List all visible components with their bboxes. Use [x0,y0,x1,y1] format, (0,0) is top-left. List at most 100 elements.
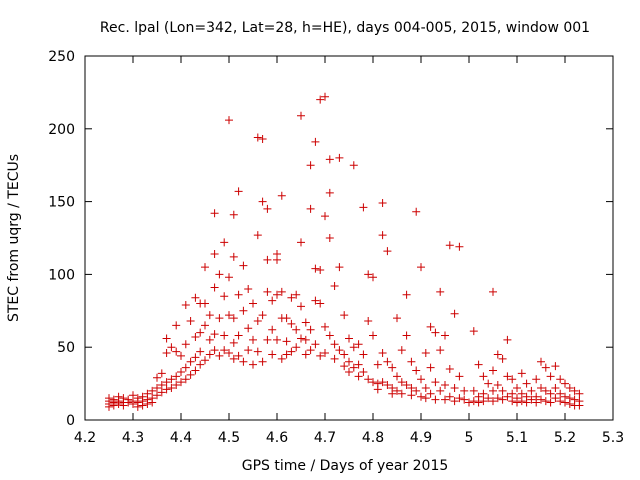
data-point [225,311,233,320]
data-point [129,399,137,408]
data-point [335,346,344,355]
data-point [277,287,286,296]
data-point [124,398,133,407]
data-point [225,273,233,282]
data-point [517,389,526,398]
y-tick-label: 0 [66,413,75,429]
data-point [498,354,507,363]
data-point [493,350,502,359]
data-point [508,375,517,384]
x-tick-label: 4.6 [266,430,288,446]
x-tick-label: 4.3 [122,430,144,446]
data-point [234,351,243,360]
data-point [181,300,190,309]
data-point [565,399,574,408]
data-point [325,234,334,242]
data-point [297,111,305,120]
data-point [234,187,243,196]
data-point [229,252,238,261]
data-point [196,347,205,356]
data-point [153,391,161,400]
data-point [306,161,315,170]
data-point [431,328,440,337]
data-point [282,350,291,359]
data-point [441,381,449,390]
data-point [268,296,277,305]
data-point [484,379,493,388]
data-point [311,296,320,305]
data-point [364,375,373,384]
data-point [119,401,128,410]
y-tick-label: 100 [48,267,75,283]
data-point [210,209,219,218]
data-point [345,334,353,343]
data-point [359,367,368,376]
data-point [340,311,349,320]
data-point [532,398,541,407]
data-point [191,333,200,342]
data-point [321,349,329,358]
data-point [220,331,229,340]
data-point [157,369,166,378]
data-point [191,366,200,375]
data-point [369,331,377,340]
data-point [441,331,449,340]
data-point [412,207,421,216]
data-point [546,398,555,407]
data-point [383,381,392,390]
data-point [148,386,157,395]
y-axis-label: STEC from uqrg / TECUs [6,154,22,322]
data-point [263,255,272,264]
data-point [297,238,305,247]
data-point [186,370,195,379]
data-point [181,375,190,384]
data-point [215,351,224,360]
data-point [383,247,392,256]
data-point [335,153,344,162]
data-point [474,398,483,407]
data-point [273,255,281,264]
data-point [354,360,363,369]
data-point [421,349,430,358]
data-point [210,330,219,339]
data-point [532,375,541,384]
data-point [162,349,171,358]
data-point [431,395,440,404]
data-point [479,372,488,381]
data-point [469,327,478,336]
data-point [311,264,320,273]
data-point [570,386,579,395]
data-point [210,283,219,292]
data-point [138,401,147,410]
data-point [172,372,181,381]
data-point [301,335,310,344]
data-point [575,389,584,398]
data-point [316,266,325,275]
data-point [297,334,305,343]
data-point [493,394,502,403]
data-point [460,395,469,404]
data-point [292,343,301,352]
data-point [277,191,286,200]
data-point [330,354,339,363]
data-point [258,311,267,320]
data-point [522,398,531,407]
data-point [445,365,454,374]
data-point [561,398,569,407]
data-point [503,392,512,401]
data-point [239,306,248,315]
data-point [297,302,305,311]
data-point [325,331,334,340]
data-point [412,386,421,395]
data-point [354,340,363,349]
data-point [484,394,493,403]
data-point [253,231,262,240]
data-point [417,392,425,401]
data-point [407,357,416,366]
data-point [167,383,176,392]
data-point [469,386,478,395]
data-point [551,383,560,392]
data-point [143,399,152,408]
data-point [196,360,205,369]
data-point [225,349,233,358]
